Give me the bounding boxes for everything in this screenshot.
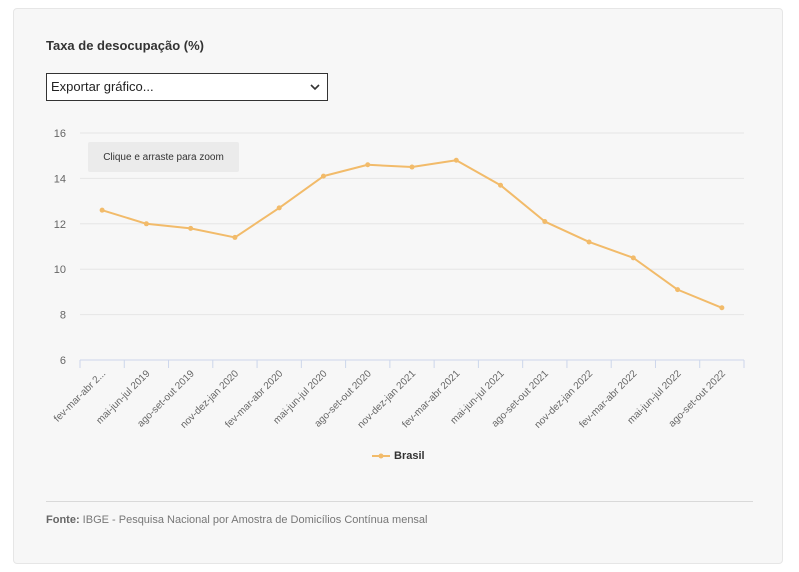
y-tick-label: 6 — [60, 355, 66, 367]
data-point — [276, 205, 282, 211]
data-point — [188, 225, 194, 231]
series-line — [101, 159, 723, 309]
y-tick-label: 14 — [54, 173, 66, 185]
data-point — [365, 162, 371, 168]
x-axis: fev-mar-abr 2...mai-jun-jul 2019ago-set-… — [52, 359, 745, 431]
data-point — [719, 305, 725, 311]
data-point — [498, 182, 504, 188]
data-point — [675, 287, 681, 293]
series-brasil — [99, 157, 725, 311]
legend-label: Brasil — [394, 450, 425, 462]
zoom-hint: Clique e arraste para zoom — [88, 142, 239, 172]
y-axis: 6 8 10 12 14 16 — [54, 128, 66, 367]
data-point — [453, 157, 459, 163]
data-point — [542, 219, 548, 225]
source-label: Fonte: — [46, 514, 80, 526]
y-tick-label: 8 — [60, 310, 66, 322]
data-point — [232, 234, 238, 240]
data-point — [320, 173, 326, 179]
legend-line-icon — [372, 453, 390, 459]
source-text: IBGE - Pesquisa Nacional por Amostra de … — [82, 514, 428, 526]
data-point — [409, 164, 415, 170]
data-point — [586, 239, 592, 245]
data-point — [630, 255, 636, 261]
data-point — [143, 221, 149, 227]
divider — [46, 501, 753, 502]
y-tick-label: 10 — [54, 264, 66, 276]
chart-title: Taxa de desocupação (%) — [46, 38, 204, 53]
y-tick-label: 12 — [54, 219, 66, 231]
export-chart-select[interactable]: Exportar gráfico... — [46, 73, 328, 101]
grid-lines — [80, 132, 744, 316]
y-tick-label: 16 — [54, 128, 66, 140]
export-select-value: Exportar gráfico... — [51, 79, 154, 94]
source-note: Fonte: IBGE - Pesquisa Nacional por Amos… — [46, 514, 428, 526]
chevron-down-icon — [310, 84, 320, 91]
data-point — [99, 207, 105, 213]
legend-item-brasil[interactable]: Brasil — [372, 450, 425, 462]
